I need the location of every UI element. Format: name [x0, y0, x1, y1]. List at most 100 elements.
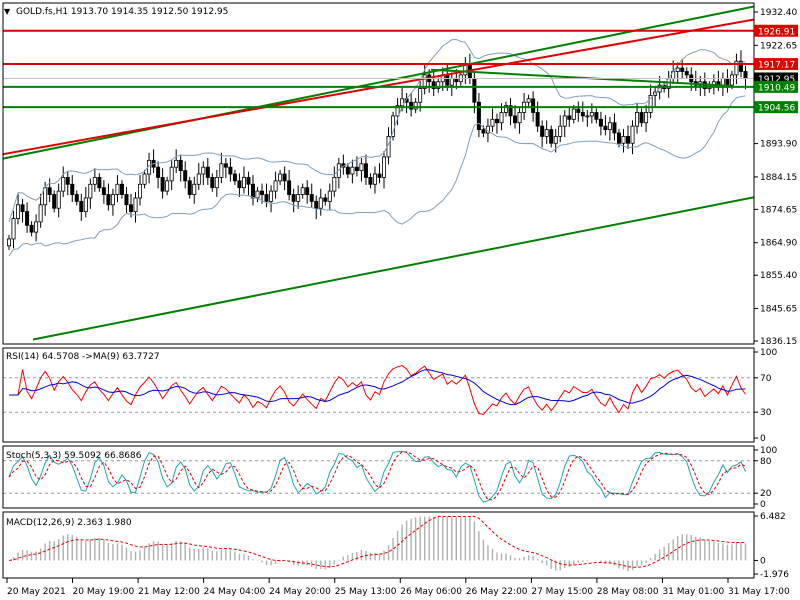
candle: [499, 112, 504, 124]
stoch-main-line: [8, 450, 746, 503]
candle: [25, 211, 30, 226]
rsi-pane: [3, 365, 754, 416]
y-tick-label: 1855.40: [760, 271, 797, 281]
sub-y-tick-label: 0: [760, 500, 766, 510]
candle: [354, 166, 359, 172]
header-arrow-icon[interactable]: ▼: [4, 7, 11, 16]
candle: [287, 180, 292, 195]
stochastic-pane: [3, 450, 754, 503]
candle: [558, 125, 563, 137]
candle: [382, 156, 387, 178]
price-tag: [754, 80, 798, 93]
sub-y-tick-label: 70: [760, 374, 772, 384]
candle: [490, 118, 495, 127]
candle: [11, 218, 16, 240]
candle: [332, 177, 337, 192]
candle: [639, 112, 644, 124]
x-tick-label: 21 May 12:00: [138, 587, 200, 597]
candle: [7, 238, 12, 247]
macd-signal-line: [8, 516, 746, 568]
candle: [205, 166, 210, 178]
x-tick-label: 26 May 06:00: [400, 587, 462, 597]
symbol-header: GOLD.fs,H1 1913.70 1914.35 1912.50 1912.…: [16, 7, 228, 17]
candle: [38, 204, 43, 223]
candle: [734, 60, 739, 76]
candle: [291, 194, 296, 202]
candle: [29, 224, 34, 233]
main-price-pane: [2, 5, 755, 341]
candle: [282, 173, 287, 182]
candle: [540, 125, 545, 137]
candle: [92, 177, 97, 185]
candle: [160, 177, 165, 192]
sub-y-tick-label: 0: [760, 556, 766, 566]
candle: [65, 177, 70, 185]
candle: [743, 71, 748, 79]
candle: [61, 177, 66, 192]
candle: [327, 190, 332, 202]
x-tick-label: 24 May 04:00: [204, 587, 266, 597]
pane-frame: [2, 511, 755, 579]
candle: [169, 166, 174, 182]
x-tick-label: 28 May 08:00: [597, 587, 659, 597]
candle: [621, 136, 626, 144]
candle: [228, 166, 233, 175]
candle: [260, 190, 265, 195]
candle: [156, 166, 161, 178]
candle: [350, 166, 355, 175]
candle: [47, 187, 52, 195]
candle: [431, 81, 436, 89]
candle: [445, 74, 450, 86]
candle: [571, 108, 576, 120]
candle: [183, 170, 188, 182]
sub-y-tick-label: 6.482: [760, 512, 786, 522]
x-tick-label: 20 May 2021: [7, 587, 66, 597]
candle: [106, 194, 111, 206]
price-tag-label: 1926.91: [758, 27, 795, 37]
x-tick-label: 26 May 22:00: [466, 587, 528, 597]
price-tag-label: 1917.17: [758, 61, 795, 71]
x-tick-label: 20 May 19:00: [73, 587, 135, 597]
trendline-lower-channel: [32, 196, 755, 341]
y-tick-label: 1864.90: [760, 239, 797, 249]
candle: [210, 177, 215, 189]
x-tick-label: 27 May 15:00: [531, 587, 593, 597]
candle: [476, 101, 481, 130]
bollinger-lower: [8, 95, 746, 257]
candle: [580, 112, 585, 117]
candle: [278, 173, 283, 182]
candle: [616, 132, 621, 144]
candle: [124, 194, 129, 206]
candle: [544, 129, 549, 137]
pane-frame: [2, 2, 755, 345]
candle: [436, 81, 441, 89]
candle: [549, 129, 554, 144]
candle: [359, 163, 364, 172]
price-tag-label: 1910.49: [758, 83, 795, 93]
sub-y-tick-label: 80: [760, 457, 772, 467]
candle: [729, 74, 734, 86]
y-tick-label: 1932.40: [760, 8, 797, 18]
macd-pane: [8, 516, 747, 572]
candle: [395, 105, 400, 117]
sub-y-tick-label: 100: [760, 348, 777, 358]
candle: [138, 183, 143, 199]
candle: [675, 67, 680, 72]
candle: [567, 115, 572, 120]
x-tick-label: 31 May 17:00: [728, 587, 790, 597]
candle: [336, 163, 341, 178]
candle: [16, 204, 21, 219]
candle: [535, 112, 540, 127]
sub-y-tick-label: 20: [760, 489, 772, 499]
candle: [196, 173, 201, 185]
candle: [626, 136, 631, 144]
candle: [52, 194, 57, 209]
stoch-signal-line: [8, 451, 746, 501]
candle: [345, 166, 350, 175]
candle: [83, 197, 88, 213]
candle: [562, 115, 567, 127]
candle: [612, 122, 617, 134]
candle: [305, 187, 310, 195]
candle: [110, 194, 115, 206]
